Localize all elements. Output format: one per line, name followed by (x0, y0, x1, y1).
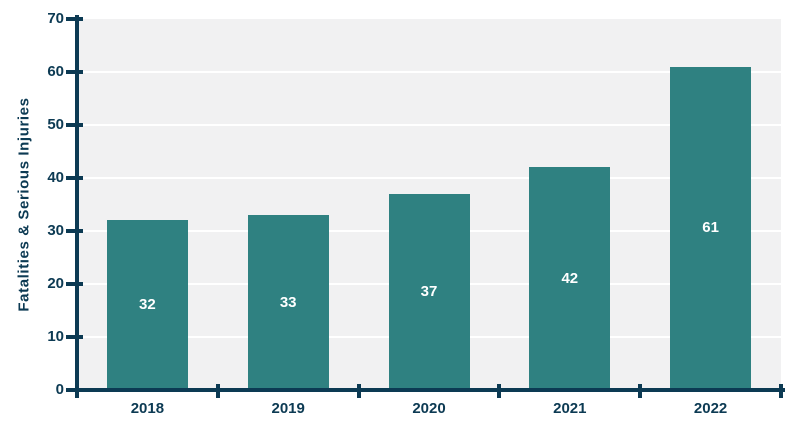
y-tick-60 (66, 70, 83, 74)
bar-value-label: 61 (702, 219, 719, 237)
bar-2019 (247, 215, 329, 390)
x-tick-label-2021: 2021 (553, 400, 587, 417)
y-tick-label-0: 0 (55, 381, 64, 398)
y-axis-title: Fatalities & Serious Injuries (15, 96, 33, 312)
bar-value-label: 42 (561, 269, 579, 287)
x-tick-boundary-2 (356, 384, 361, 398)
x-tick-boundary-4 (638, 384, 643, 398)
bar-2020 (388, 193, 470, 390)
x-tick-boundary-0 (75, 384, 79, 398)
y-tick-label-30: 30 (47, 222, 64, 239)
y-tick-label-60: 60 (47, 63, 64, 80)
y-tick-40 (66, 176, 83, 180)
bar-2018 (106, 220, 188, 390)
x-axis-line (73, 388, 785, 392)
y-tick-70 (66, 17, 83, 21)
x-tick-label-2018: 2018 (130, 400, 165, 417)
bar-2021 (529, 167, 611, 390)
bar-2022 (670, 66, 752, 390)
y-tick-label-10: 10 (47, 328, 64, 345)
y-tick-label-20: 20 (47, 275, 64, 292)
x-tick-label-2019: 2019 (271, 400, 305, 417)
y-tick-0 (66, 388, 83, 392)
y-tick-label-70: 70 (47, 10, 64, 27)
x-tick-label-2022: 2022 (693, 400, 728, 417)
y-tick-label-40: 40 (47, 169, 64, 186)
x-tick-boundary-3 (497, 384, 502, 398)
x-tick-boundary-5 (779, 384, 783, 398)
gridline-40 (77, 177, 781, 179)
y-tick-50 (66, 123, 83, 127)
bar-value-label: 32 (139, 296, 156, 314)
x-tick-label-2020: 2020 (412, 400, 446, 417)
bar-value-label: 33 (279, 293, 297, 311)
y-tick-10 (66, 335, 83, 339)
gridline-50 (77, 124, 781, 126)
x-tick-boundary-1 (215, 384, 220, 398)
y-axis-line (75, 15, 79, 394)
y-tick-label-50: 50 (47, 116, 64, 133)
y-tick-20 (66, 282, 83, 286)
gridline-60 (77, 71, 781, 73)
y-tick-30 (66, 229, 83, 233)
bar-value-label: 37 (420, 282, 438, 300)
